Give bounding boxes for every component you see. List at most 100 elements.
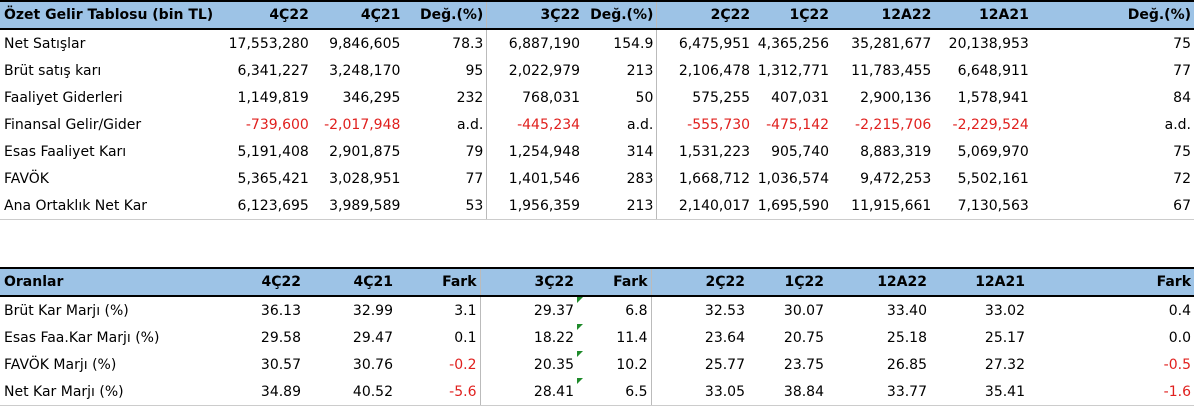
table-cell: 3,248,170 xyxy=(329,62,401,79)
table-cell: 1,149,819 xyxy=(237,89,309,106)
table-cell: 23.64 xyxy=(704,329,745,346)
table-cell: 0.0 xyxy=(1168,329,1191,346)
col-header: 3Ç22 xyxy=(486,1,584,29)
table-cell: 38.84 xyxy=(748,378,827,406)
table-cell: 33.77 xyxy=(827,378,930,406)
table-row: Net Satışlar 17,553,280 9,846,605 78.3 6,887… xyxy=(0,29,1194,57)
ratios-table: Oranlar 4Ç22 4Ç21 Fark 3Ç22 Fark 2Ç22 1Ç… xyxy=(0,267,1194,406)
table-cell: 20,138,953 xyxy=(948,35,1029,52)
table-cell: 26.85 xyxy=(886,356,927,373)
table-cell: 575,255 xyxy=(692,89,751,106)
row-label: FAVÖK Marjı (%) xyxy=(4,356,117,373)
table-cell: 213 xyxy=(583,57,658,84)
table-cell: 6.8 xyxy=(577,296,652,324)
table-cell: 30.57 xyxy=(260,356,301,373)
table-cell: 768,031 xyxy=(522,89,581,106)
table-cell: 33.05 xyxy=(651,378,748,406)
col-header: Fark xyxy=(1028,268,1194,296)
col-header: 12A22 xyxy=(832,1,935,29)
table-cell: 33.40 xyxy=(886,302,927,319)
table-cell: 77 xyxy=(403,165,488,192)
table-cell: -445,234 xyxy=(517,116,581,133)
table-cell: 3,028,951 xyxy=(329,170,401,187)
table-cell: 314 xyxy=(583,138,658,165)
table-cell: 1,668,712 xyxy=(678,170,751,187)
table-cell: -475,142 xyxy=(766,116,830,133)
table-cell: 20.75 xyxy=(783,329,824,346)
table-cell: 28.41 xyxy=(480,378,577,406)
col-header: 2Ç22 xyxy=(656,1,754,29)
table-cell: 95 xyxy=(403,57,488,84)
table-cell: 27.32 xyxy=(984,356,1025,373)
table-cell: 18.22 xyxy=(533,329,574,346)
table-row: Esas Faa.Kar Marjı (%) 29.58 29.47 0.1 18.22… xyxy=(0,324,1194,351)
row-label: Net Kar Marjı (%) xyxy=(0,378,208,406)
row-label: Net Satışlar xyxy=(4,35,86,52)
table-cell: 67 xyxy=(1031,192,1194,220)
table-cell: 10.2 xyxy=(577,351,652,378)
table-cell: 0.4 xyxy=(1168,302,1191,319)
table-cell: 2,140,017 xyxy=(656,192,754,220)
table-cell: 6,648,911 xyxy=(957,62,1029,79)
table-cell: 29.47 xyxy=(352,329,393,346)
table-cell: 9,472,253 xyxy=(860,170,932,187)
table-cell: 1,695,590 xyxy=(753,192,833,220)
table-cell: 346,295 xyxy=(342,89,401,106)
row-label: Brüt satış karı xyxy=(4,62,102,79)
table-cell: 75 xyxy=(1173,35,1191,52)
table-cell: 35,281,677 xyxy=(851,35,932,52)
table-cell: 2,106,478 xyxy=(678,62,751,79)
row-label: FAVÖK xyxy=(4,170,49,187)
table-cell: 2,022,979 xyxy=(508,62,581,79)
col-header: Değ.(%) xyxy=(1031,1,1194,29)
table-cell: 84 xyxy=(1173,89,1191,106)
table-cell: 75 xyxy=(1173,143,1191,160)
col-header: 1Ç22 xyxy=(748,268,827,296)
table-cell: 4,365,256 xyxy=(757,35,830,52)
table-row: Brüt Kar Marjı (%) 36.13 32.99 3.1 29.37 6.8 3… xyxy=(0,296,1194,324)
table-cell: 1,401,546 xyxy=(508,170,581,187)
table-cell: 2,901,875 xyxy=(329,143,401,160)
col-header: Fark xyxy=(577,268,652,296)
table-cell: 25.18 xyxy=(886,329,927,346)
col-header: Fark xyxy=(396,268,481,296)
table-cell: 25.17 xyxy=(984,329,1025,346)
table-cell: a.d. xyxy=(583,111,658,138)
col-header: 4Ç21 xyxy=(311,1,404,29)
table-cell: 5,502,161 xyxy=(957,170,1029,187)
table-row: FAVÖK Marjı (%) 30.57 30.76 -0.2 20.35 10.2 25… xyxy=(0,351,1194,378)
table-cell: 20.35 xyxy=(533,356,574,373)
table-row: Faaliyet Giderleri 1,149,819 346,295 232 768… xyxy=(0,84,1194,111)
table-row: Esas Faaliyet Karı 5,191,408 2,901,875 79 1,… xyxy=(0,138,1194,165)
table-cell: 53 xyxy=(403,192,488,220)
income-header-row: Özet Gelir Tablosu (bin TL) 4Ç22 4Ç21 De… xyxy=(0,1,1194,29)
table-row: Finansal Gelir/Gider -739,600 -2,017,948 a.… xyxy=(0,111,1194,138)
col-header: 3Ç22 xyxy=(480,268,577,296)
table-cell: 0.1 xyxy=(396,324,481,351)
table-cell: 5,191,408 xyxy=(237,143,309,160)
table-row: Net Kar Marjı (%) 34.89 40.52 -5.6 28.41 6.5 3… xyxy=(0,378,1194,406)
table-cell: 1,531,223 xyxy=(678,143,751,160)
table-cell: 1,254,948 xyxy=(508,143,581,160)
table-cell: 905,740 xyxy=(771,143,830,160)
table-cell: 11,915,661 xyxy=(832,192,935,220)
table-cell: 79 xyxy=(403,138,488,165)
col-header: Değ.(%) xyxy=(583,1,658,29)
table-cell: 17,553,280 xyxy=(228,35,309,52)
table-cell: -1.6 xyxy=(1028,378,1194,406)
table-cell: 36.13 xyxy=(260,302,301,319)
table-cell: -0.5 xyxy=(1163,356,1191,373)
table-cell: -5.6 xyxy=(396,378,481,406)
table-cell: 5,365,421 xyxy=(237,170,309,187)
row-label: Brüt Kar Marjı (%) xyxy=(4,302,129,319)
income-table-title: Özet Gelir Tablosu (bin TL) xyxy=(0,1,217,29)
table-cell: 1,036,574 xyxy=(757,170,830,187)
table-cell: 5,069,970 xyxy=(957,143,1029,160)
table-cell: 25.77 xyxy=(704,356,745,373)
table-cell: 6,123,695 xyxy=(216,192,312,220)
col-header: 12A22 xyxy=(827,268,930,296)
col-header: 2Ç22 xyxy=(651,268,748,296)
table-row: FAVÖK 5,365,421 3,028,951 77 1,401,546 283 1,6… xyxy=(0,165,1194,192)
table-cell: 11,783,455 xyxy=(851,62,932,79)
table-cell: 77 xyxy=(1173,62,1191,79)
